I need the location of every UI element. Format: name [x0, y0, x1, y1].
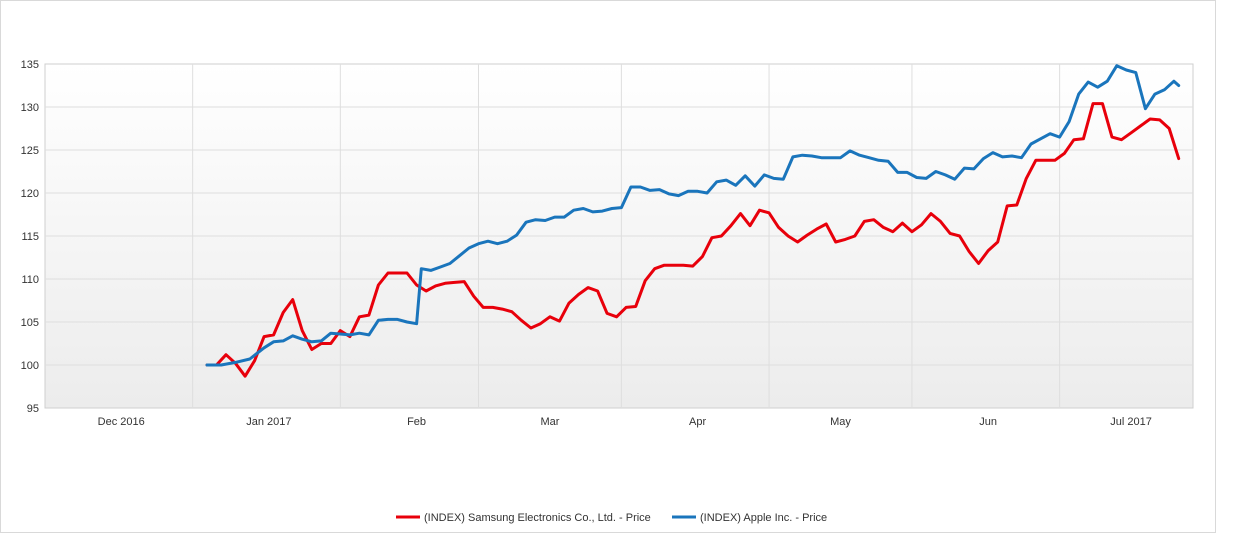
legend: (INDEX) Samsung Electronics Co., Ltd. - …	[396, 512, 827, 524]
y-tick-label: 120	[21, 188, 39, 200]
y-tick-label: 135	[21, 59, 39, 71]
legend-label: (INDEX) Apple Inc. - Price	[700, 512, 827, 524]
y-tick-label: 100	[21, 360, 39, 372]
y-tick-label: 110	[21, 274, 39, 286]
series-group	[205, 64, 1181, 378]
x-tick-label: Dec 2016	[98, 416, 145, 428]
y-tick-label: 105	[21, 317, 39, 329]
grid	[45, 64, 1193, 408]
legend-label: (INDEX) Samsung Electronics Co., Ltd. - …	[424, 512, 651, 524]
x-tick-label: Jan 2017	[246, 416, 291, 428]
x-tick-label: Jun	[979, 416, 997, 428]
legend-item-0: (INDEX) Samsung Electronics Co., Ltd. - …	[396, 512, 651, 524]
legend-item-1: (INDEX) Apple Inc. - Price	[672, 512, 827, 524]
x-axis: Dec 2016 Jan 2017 Feb Mar Apr May Jun Jul 2017	[98, 416, 1152, 428]
series-line-1	[205, 64, 1181, 367]
y-tick-label: 95	[27, 403, 39, 415]
series-line-0	[205, 102, 1181, 378]
x-tick-label: May	[830, 416, 851, 428]
y-tick-label: 125	[21, 145, 39, 157]
y-tick-label: 130	[21, 102, 39, 114]
y-tick-label: 115	[21, 231, 39, 243]
x-tick-label: Apr	[689, 416, 706, 428]
x-tick-label: Mar	[540, 416, 559, 428]
x-tick-label: Jul 2017	[1110, 416, 1152, 428]
y-axis: 95 100 105 110 115 120 125 130 135	[21, 59, 39, 415]
x-tick-label: Feb	[407, 416, 426, 428]
